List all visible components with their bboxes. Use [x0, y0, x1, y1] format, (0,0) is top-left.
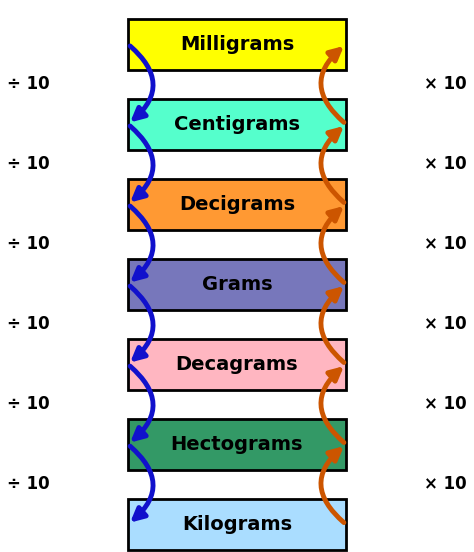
- Text: × 10: × 10: [424, 475, 467, 493]
- Text: Kilograms: Kilograms: [182, 515, 292, 534]
- Text: × 10: × 10: [424, 75, 467, 93]
- Text: Decagrams: Decagrams: [176, 355, 298, 374]
- FancyBboxPatch shape: [128, 419, 346, 470]
- Text: Hectograms: Hectograms: [171, 435, 303, 454]
- Text: ÷ 10: ÷ 10: [7, 475, 50, 493]
- Text: × 10: × 10: [424, 315, 467, 333]
- Text: × 10: × 10: [424, 395, 467, 413]
- Text: × 10: × 10: [424, 155, 467, 173]
- FancyBboxPatch shape: [128, 339, 346, 390]
- FancyBboxPatch shape: [128, 19, 346, 70]
- FancyBboxPatch shape: [128, 179, 346, 230]
- FancyBboxPatch shape: [128, 499, 346, 550]
- Text: Decigrams: Decigrams: [179, 195, 295, 214]
- FancyBboxPatch shape: [128, 99, 346, 150]
- Text: × 10: × 10: [424, 235, 467, 253]
- Text: Centigrams: Centigrams: [174, 115, 300, 134]
- Text: Grams: Grams: [202, 275, 272, 294]
- Text: ÷ 10: ÷ 10: [7, 75, 50, 93]
- FancyBboxPatch shape: [128, 259, 346, 310]
- Text: ÷ 10: ÷ 10: [7, 315, 50, 333]
- Text: ÷ 10: ÷ 10: [7, 395, 50, 413]
- Text: ÷ 10: ÷ 10: [7, 155, 50, 173]
- Text: Milligrams: Milligrams: [180, 35, 294, 54]
- Text: ÷ 10: ÷ 10: [7, 235, 50, 253]
